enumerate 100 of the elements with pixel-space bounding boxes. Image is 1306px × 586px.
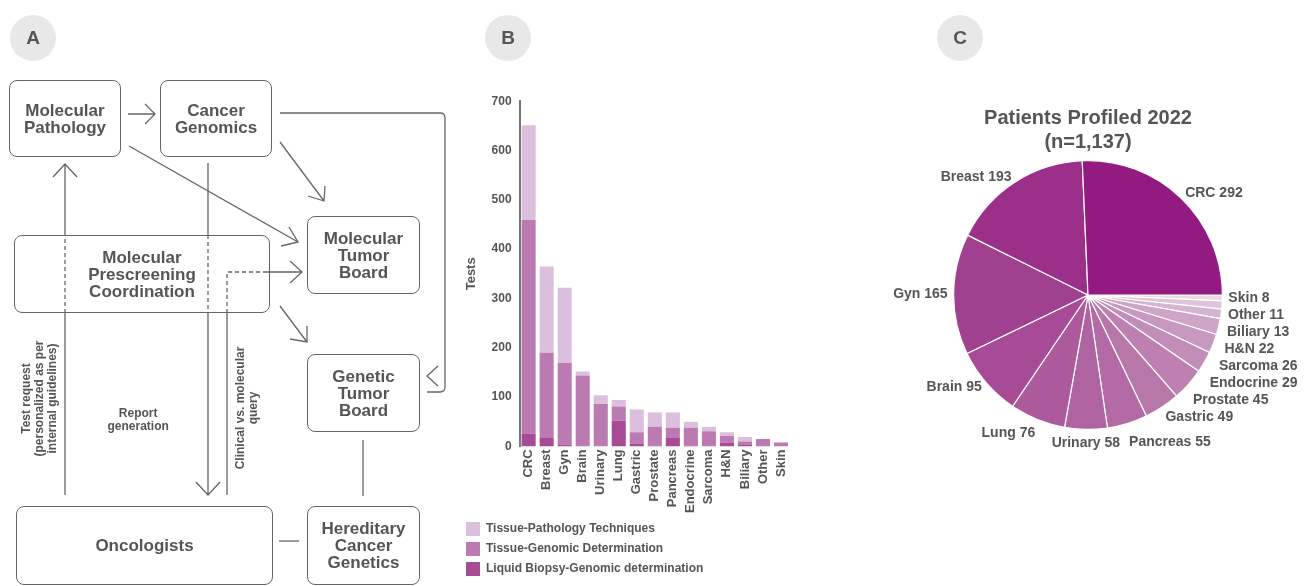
data-label: 11 [1269,305,1285,322]
legend-label: Tissue-Pathology Techniques [486,521,656,536]
text: Report generation [107,406,169,433]
slice-label: Gyn [893,285,921,302]
text: Hereditary Cancer Genetics [307,506,420,585]
slice-label: Urinary [1051,434,1101,451]
y-tick-label: 300 [491,290,512,305]
y-tick-label: 600 [491,142,512,157]
slice-label: Biliary [1227,322,1271,339]
bar [539,438,554,447]
text: Oncologists [16,506,273,585]
bar [665,427,680,439]
bar [575,371,590,376]
x-tick-label: CRC [520,448,536,478]
y-tick-label: 700 [491,93,512,108]
slice-label: Pancreas [1129,432,1192,449]
x-tick-label: Skin [772,449,788,477]
y-axis-title: Tests [463,257,479,291]
bar [629,443,644,447]
data-label: 193 [988,168,1012,185]
bar [647,426,662,446]
text: Molecular Tumor Board [307,216,420,294]
bar [665,438,680,447]
bar [521,433,536,447]
data-label: 95 [966,377,982,394]
data-label: 165 [924,285,948,302]
y-tick-label: 500 [491,192,512,207]
y-tick-label: 200 [491,340,512,355]
bar [719,442,734,447]
bar [593,395,608,405]
text: A [10,15,56,61]
y-tick-label: 100 [491,389,512,404]
bar [611,420,626,447]
data-label: 8 [1261,288,1270,305]
bar [539,352,554,439]
bar [683,421,698,428]
slice-label: Prostate [1192,390,1250,407]
data-label: 45 [1252,390,1269,407]
x-tick-label: Brain [574,449,590,483]
bar [611,400,626,407]
text: Molecular Prescreening Coordination [14,235,270,313]
x-tick-label: Endocrine [682,449,698,514]
bar [557,363,572,445]
x-tick-label: Gyn [556,449,572,475]
text: Cancer Genomics [160,80,272,157]
data-label: 29 [1282,373,1298,390]
y-tick-label: 400 [491,241,512,256]
text: Genetic Tumor Board [307,354,420,432]
bar [755,439,770,447]
slice-label: Brain [926,377,963,394]
bar [629,409,644,433]
y-tick-label: 0 [504,438,512,453]
data-label: 13 [1273,322,1290,339]
x-tick-label: Urinary [592,448,608,495]
x-tick-label: Breast [538,448,554,490]
slice-label: Lung [981,423,1016,440]
x-tick-label: Prostate [646,449,662,502]
x-tick-label: Lung [610,449,626,482]
bar [557,287,572,364]
bar [683,427,698,446]
slice-label: CRC [1185,184,1216,201]
bar [719,432,734,437]
bar [701,426,716,432]
data-label: 76 [1019,423,1036,440]
slice-label: H&N [1224,339,1255,356]
data-label: 55 [1195,432,1212,449]
data-label: 49 [1217,407,1234,424]
slice-label: Other [1228,305,1266,322]
data-label: 26 [1281,356,1298,373]
bar [521,220,536,434]
slice-label: Gastric [1165,407,1214,424]
x-tick-label: Gastric [628,449,644,495]
data-label: 58 [1104,434,1121,451]
text: Molecular Pathology [9,80,121,157]
bar [647,412,662,427]
slice-label: Sarcoma [1218,356,1279,373]
bar [539,266,554,353]
legend-label: Tissue-Genomic Determination [486,541,664,556]
bar [593,404,608,447]
bar [773,442,789,447]
x-tick-label: H&N [718,449,734,478]
data-label: 22 [1258,339,1275,356]
legend-label: Liquid Biopsy-Genomic determination [486,561,704,576]
x-tick-label: Biliary [736,448,752,490]
text: Test request (personalized as per internal guidelines) [18,339,59,457]
slice-label: Endocrine [1209,373,1279,390]
bar [737,437,752,442]
data-label: 292 [1219,184,1243,201]
bar [521,125,536,221]
chart-title: Patients Profiled 2022 [984,105,1192,128]
text: C [937,15,983,61]
bar [719,436,734,443]
chart-subtitle: (n=1,137) [1044,129,1132,152]
bar [665,412,680,428]
bar [629,432,644,444]
bar [701,431,716,447]
x-tick-label: Pancreas [664,449,680,508]
bar [575,375,590,447]
x-tick-label: Other [754,449,770,485]
text: Clinical vs. molecular query [232,346,260,470]
